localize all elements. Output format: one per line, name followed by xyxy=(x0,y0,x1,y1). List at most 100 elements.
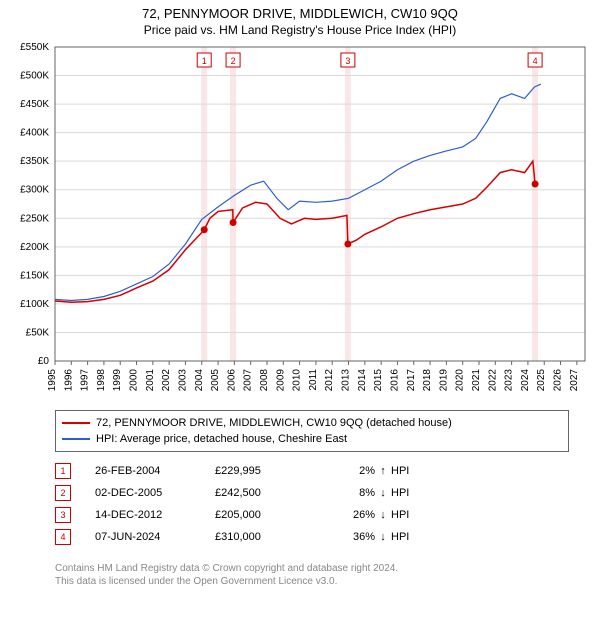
sales-hpi-label: HPI xyxy=(391,509,431,521)
arrow-icon: ↓ xyxy=(375,531,391,543)
footnote-line1: Contains HM Land Registry data © Crown c… xyxy=(55,562,398,575)
x-tick-label: 2026 xyxy=(553,369,564,392)
x-tick-label: 1998 xyxy=(96,369,107,392)
sales-hpi-label: HPI xyxy=(391,465,431,477)
sales-price: £229,995 xyxy=(215,465,315,477)
sales-row: 4 07-JUN-2024£310,00036%↓HPI xyxy=(55,526,431,548)
legend-row: HPI: Average price, detached house, Ches… xyxy=(62,431,562,447)
x-tick-label: 2011 xyxy=(308,369,319,391)
y-tick-label: £250K xyxy=(20,213,49,224)
sales-marker: 2 xyxy=(55,485,71,501)
sales-marker: 1 xyxy=(55,463,71,479)
x-tick-label: 2024 xyxy=(520,369,531,392)
event-dot xyxy=(344,240,351,247)
x-tick-label: 1996 xyxy=(63,369,74,392)
x-tick-label: 2019 xyxy=(438,369,449,392)
y-tick-label: £300K xyxy=(20,185,49,196)
x-tick-label: 2012 xyxy=(324,369,335,392)
y-tick-label: £50K xyxy=(26,327,50,338)
y-tick-label: £400K xyxy=(20,128,49,139)
event-marker-num: 4 xyxy=(533,56,538,66)
x-tick-label: 2010 xyxy=(292,369,303,392)
x-tick-label: 2002 xyxy=(161,369,172,392)
x-tick-label: 2021 xyxy=(471,369,482,392)
x-tick-label: 2001 xyxy=(145,369,156,392)
chart-svg: £0 £50K £100K £150K £200K £250K £300K £350K £400… xyxy=(0,41,600,401)
sales-marker: 4 xyxy=(55,529,71,545)
event-dot xyxy=(201,226,208,233)
sales-date: 26-FEB-2004 xyxy=(95,465,215,477)
sales-pct: 36% xyxy=(315,531,375,543)
footnote: Contains HM Land Registry data © Crown c… xyxy=(55,562,398,588)
sales-row: 1 26-FEB-2004£229,9952%↑HPI xyxy=(55,460,431,482)
sales-hpi-label: HPI xyxy=(391,487,431,499)
x-tick-label: 2027 xyxy=(569,369,580,392)
y-tick-label: £100K xyxy=(20,299,49,310)
x-tick-label: 1995 xyxy=(47,369,58,392)
x-tick-label: 2015 xyxy=(373,369,384,392)
event-marker-num: 3 xyxy=(345,56,350,66)
x-tick-label: 2008 xyxy=(259,369,270,392)
sales-marker: 3 xyxy=(55,507,71,523)
x-tick-label: 2016 xyxy=(389,369,400,392)
legend: 72, PENNYMOOR DRIVE, MIDDLEWICH, CW10 9Q… xyxy=(55,410,569,452)
y-tick-label: £200K xyxy=(20,242,49,253)
y-tick-label: £0 xyxy=(38,356,50,367)
sales-pct: 26% xyxy=(315,509,375,521)
event-marker-num: 1 xyxy=(202,56,207,66)
event-band xyxy=(532,47,538,361)
legend-swatch xyxy=(62,438,90,440)
x-tick-label: 2005 xyxy=(210,369,221,392)
x-tick-label: 2020 xyxy=(455,369,466,392)
event-dot xyxy=(230,219,237,226)
x-tick-label: 2017 xyxy=(406,369,417,392)
event-band xyxy=(201,47,207,361)
sales-date: 02-DEC-2005 xyxy=(95,487,215,499)
event-band xyxy=(230,47,236,361)
event-marker-num: 2 xyxy=(231,56,236,66)
chart: £0 £50K £100K £150K £200K £250K £300K £350K £400… xyxy=(0,41,600,406)
sales-price: £310,000 xyxy=(215,531,315,543)
legend-row: 72, PENNYMOOR DRIVE, MIDDLEWICH, CW10 9Q… xyxy=(62,415,562,431)
sales-date: 07-JUN-2024 xyxy=(95,531,215,543)
y-tick-label: £500K xyxy=(20,71,49,82)
page-title: 72, PENNYMOOR DRIVE, MIDDLEWICH, CW10 9Q… xyxy=(0,0,600,21)
footnote-line2: This data is licensed under the Open Gov… xyxy=(55,575,398,588)
arrow-icon: ↑ xyxy=(375,465,391,477)
legend-swatch xyxy=(62,422,90,424)
y-tick-label: £450K xyxy=(20,99,49,110)
sales-row: 3 14-DEC-2012£205,00026%↓HPI xyxy=(55,504,431,526)
sales-table: 126-FEB-2004£229,9952%↑HPI202-DEC-2005£2… xyxy=(55,460,431,548)
y-tick-label: £150K xyxy=(20,270,49,281)
sales-date: 14-DEC-2012 xyxy=(95,509,215,521)
legend-label: 72, PENNYMOOR DRIVE, MIDDLEWICH, CW10 9Q… xyxy=(96,417,452,429)
sales-pct: 8% xyxy=(315,487,375,499)
event-dot xyxy=(532,181,539,188)
arrow-icon: ↓ xyxy=(375,487,391,499)
sales-price: £205,000 xyxy=(215,509,315,521)
x-tick-label: 2000 xyxy=(129,369,140,392)
x-tick-label: 2023 xyxy=(504,369,515,392)
sales-hpi-label: HPI xyxy=(391,531,431,543)
legend-label: HPI: Average price, detached house, Ches… xyxy=(96,433,347,445)
x-tick-label: 2003 xyxy=(177,369,188,392)
x-tick-label: 2022 xyxy=(487,369,498,392)
sales-pct: 2% xyxy=(315,465,375,477)
arrow-icon: ↓ xyxy=(375,509,391,521)
x-tick-label: 2013 xyxy=(341,369,352,392)
x-tick-label: 2007 xyxy=(243,369,254,392)
x-tick-label: 2004 xyxy=(194,369,205,392)
sales-price: £242,500 xyxy=(215,487,315,499)
x-tick-label: 2025 xyxy=(536,369,547,392)
page-subtitle: Price paid vs. HM Land Registry's House … xyxy=(0,21,600,41)
x-tick-label: 2018 xyxy=(422,369,433,392)
x-tick-label: 1997 xyxy=(80,369,91,392)
event-band xyxy=(345,47,351,361)
sales-row: 2 02-DEC-2005£242,5008%↓HPI xyxy=(55,482,431,504)
y-tick-label: £350K xyxy=(20,156,49,167)
x-tick-label: 2014 xyxy=(357,369,368,392)
x-tick-label: 2006 xyxy=(226,369,237,392)
x-tick-label: 1999 xyxy=(112,369,123,392)
x-tick-label: 2009 xyxy=(275,369,286,392)
y-tick-label: £550K xyxy=(20,42,49,53)
